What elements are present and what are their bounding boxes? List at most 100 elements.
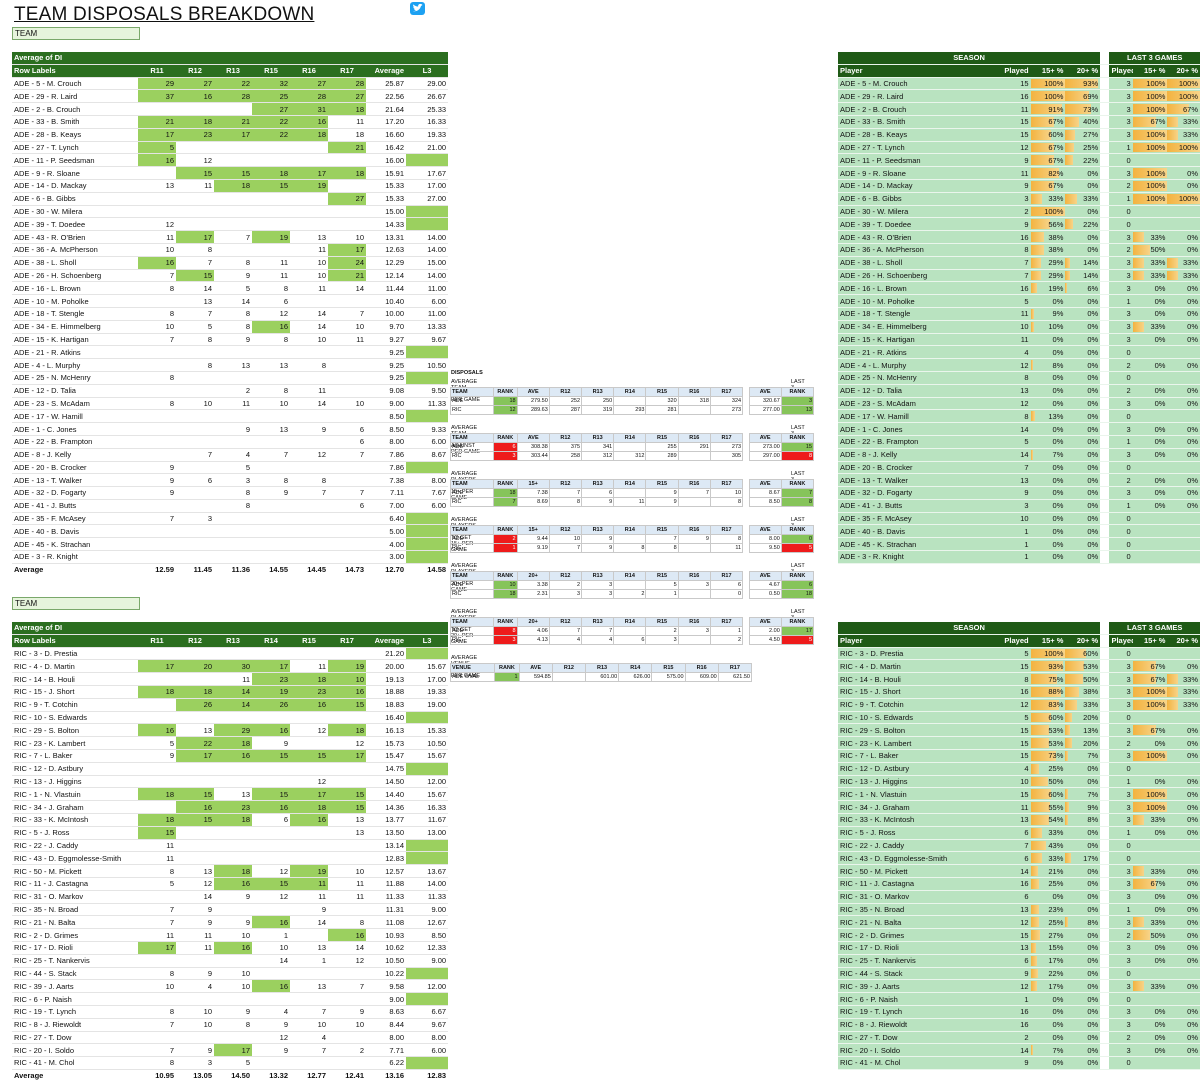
player-name[interactable]: ADE - 8 - J. Kelly xyxy=(12,448,138,462)
player-name[interactable]: ADE - 15 - K. Hartigan xyxy=(12,333,138,347)
player-name[interactable]: ADE - 27 - T. Lynch xyxy=(838,141,985,155)
player-name[interactable]: RIC - 43 - D. Eggmolesse-Smith xyxy=(838,851,985,866)
player-name[interactable]: RIC - 7 - L. Baker xyxy=(838,749,985,763)
player-name[interactable]: ADE - 43 - R. O'Brien xyxy=(838,230,985,244)
player-name[interactable]: ADE - 14 - D. Mackay xyxy=(12,179,138,193)
player-name[interactable]: RIC - 21 - N. Balta xyxy=(12,915,138,930)
player-name[interactable]: ADE - 9 - R. Sloane xyxy=(838,166,985,180)
player-name[interactable]: RIC - 14 - B. Houli xyxy=(838,672,985,686)
player-name[interactable]: ADE - 27 - T. Lynch xyxy=(12,141,138,155)
player-name[interactable]: RIC - 25 - T. Nankervis xyxy=(12,954,138,968)
player-name[interactable]: ADE - 5 - M. Crouch xyxy=(838,77,985,91)
player-name[interactable]: RIC - 9 - T. Cotchin xyxy=(838,698,985,712)
player-name[interactable]: RIC - 13 - J. Higgins xyxy=(838,775,985,789)
player-name[interactable]: ADE - 43 - R. O'Brien xyxy=(12,230,138,244)
player-name[interactable]: ADE - 16 - L. Brown xyxy=(12,281,138,296)
player-name[interactable]: ADE - 45 - K. Strachan xyxy=(838,537,985,552)
player-name[interactable]: ADE - 40 - B. Davis xyxy=(12,524,138,539)
player-name[interactable]: ADE - 17 - W. Hamill xyxy=(838,409,985,424)
player-name[interactable]: RIC - 39 - J. Aarts xyxy=(838,979,985,994)
player-name[interactable]: ADE - 30 - W. Milera xyxy=(12,205,138,219)
player-name[interactable]: RIC - 44 - S. Stack xyxy=(838,967,985,981)
player-name[interactable]: RIC - 33 - K. McIntosh xyxy=(838,813,985,827)
player-name[interactable]: RIC - 21 - N. Balta xyxy=(838,915,985,930)
player-name[interactable]: RIC - 5 - J. Ross xyxy=(838,826,985,840)
player-name[interactable]: RIC - 23 - K. Lambert xyxy=(838,736,985,750)
player-name[interactable]: ADE - 32 - D. Fogarty xyxy=(12,486,138,500)
player-name[interactable]: ADE - 17 - W. Hamill xyxy=(12,409,138,424)
player-name[interactable]: RIC - 1 - N. Vlastuin xyxy=(838,787,985,802)
player-name[interactable]: RIC - 4 - D. Martin xyxy=(838,659,985,674)
row-labels-filter[interactable]: Row Labels xyxy=(12,64,138,78)
player-name[interactable]: ADE - 3 - R. Knight xyxy=(838,550,985,564)
player-name[interactable]: ADE - 25 - N. McHenry xyxy=(838,371,985,385)
player-name[interactable]: RIC - 20 - I. Soldo xyxy=(838,1043,985,1058)
player-name[interactable]: ADE - 28 - B. Keays xyxy=(838,128,985,142)
player-name[interactable]: ADE - 12 - D. Talia xyxy=(838,384,985,398)
player-name[interactable]: ADE - 26 - H. Schoenberg xyxy=(12,269,138,283)
player-name[interactable]: RIC - 44 - S. Stack xyxy=(12,967,138,981)
player-name[interactable]: RIC - 5 - J. Ross xyxy=(12,826,138,840)
player-name[interactable]: ADE - 1 - C. Jones xyxy=(12,422,138,436)
player-name[interactable]: ADE - 25 - N. McHenry xyxy=(12,371,138,385)
player-name[interactable]: ADE - 29 - R. Laird xyxy=(838,89,985,104)
player-name[interactable]: RIC - 11 - J. Castagna xyxy=(838,877,985,891)
player-name[interactable]: RIC - 31 - O. Markov xyxy=(838,890,985,904)
player-name[interactable]: ADE - 12 - D. Talia xyxy=(12,384,138,398)
player-name[interactable]: ADE - 33 - B. Smith xyxy=(838,115,985,129)
player-name[interactable]: RIC - 35 - N. Broad xyxy=(838,903,985,917)
player-name[interactable]: ADE - 39 - T. Doedee xyxy=(12,217,138,232)
player-name[interactable]: RIC - 50 - M. Pickett xyxy=(838,864,985,878)
player-name[interactable]: ADE - 13 - T. Walker xyxy=(838,473,985,488)
player-name[interactable]: RIC - 15 - J. Short xyxy=(12,685,138,699)
player-name[interactable]: ADE - 8 - J. Kelly xyxy=(838,448,985,462)
player-name[interactable]: RIC - 25 - T. Nankervis xyxy=(838,954,985,968)
player-name[interactable]: RIC - 3 - D. Prestia xyxy=(12,647,138,661)
player-name[interactable]: ADE - 4 - L. Murphy xyxy=(838,358,985,372)
player-name[interactable]: ADE - 2 - B. Crouch xyxy=(12,102,138,116)
player-name[interactable]: RIC - 14 - B. Houli xyxy=(12,672,138,686)
player-name[interactable]: ADE - 30 - W. Milera xyxy=(838,205,985,219)
player-name[interactable]: RIC - 12 - D. Astbury xyxy=(12,762,138,776)
player-name[interactable]: ADE - 26 - H. Schoenberg xyxy=(838,269,985,283)
player-name[interactable]: ADE - 23 - S. McAdam xyxy=(838,397,985,411)
player-name[interactable]: RIC - 10 - S. Edwards xyxy=(12,711,138,725)
season-col-header[interactable]: Player xyxy=(838,64,985,78)
player-name[interactable]: ADE - 2 - B. Crouch xyxy=(838,102,985,116)
player-name[interactable]: RIC - 9 - T. Cotchin xyxy=(12,698,138,712)
player-name[interactable]: RIC - 34 - J. Graham xyxy=(838,800,985,814)
player-name[interactable]: ADE - 33 - B. Smith xyxy=(12,115,138,129)
player-name[interactable]: ADE - 1 - C. Jones xyxy=(838,422,985,436)
player-name[interactable]: RIC - 8 - J. Riewoldt xyxy=(12,1018,138,1032)
player-name[interactable]: ADE - 35 - F. McAsey xyxy=(12,512,138,526)
player-name[interactable]: RIC - 43 - D. Eggmolesse-Smith xyxy=(12,851,138,866)
player-name[interactable]: ADE - 13 - T. Walker xyxy=(12,473,138,488)
player-name[interactable]: RIC - 39 - J. Aarts xyxy=(12,979,138,994)
player-name[interactable]: ADE - 29 - R. Laird xyxy=(12,89,138,104)
player-name[interactable]: RIC - 2 - D. Grimes xyxy=(12,928,138,942)
player-name[interactable]: RIC - 8 - J. Riewoldt xyxy=(838,1018,985,1032)
player-name[interactable]: RIC - 15 - J. Short xyxy=(838,685,985,699)
player-name[interactable]: ADE - 15 - K. Hartigan xyxy=(838,333,985,347)
team-filter-ade[interactable]: TEAM xyxy=(12,27,140,40)
player-name[interactable]: RIC - 6 - P. Naish xyxy=(12,992,138,1006)
player-name[interactable]: ADE - 18 - T. Stengle xyxy=(12,307,138,321)
player-name[interactable]: ADE - 39 - T. Doedee xyxy=(838,217,985,232)
player-name[interactable]: RIC - 1 - N. Vlastuin xyxy=(12,787,138,802)
player-name[interactable]: ADE - 36 - A. McPherson xyxy=(12,243,138,257)
row-labels-filter[interactable]: Row Labels xyxy=(12,634,138,648)
player-name[interactable]: ADE - 5 - M. Crouch xyxy=(12,77,138,91)
player-name[interactable]: RIC - 10 - S. Edwards xyxy=(838,711,985,725)
player-name[interactable]: RIC - 27 - T. Dow xyxy=(838,1031,985,1045)
player-name[interactable]: ADE - 38 - L. Sholl xyxy=(838,256,985,270)
player-name[interactable]: RIC - 35 - N. Broad xyxy=(12,903,138,917)
player-name[interactable]: RIC - 11 - J. Castagna xyxy=(12,877,138,891)
player-name[interactable]: RIC - 27 - T. Dow xyxy=(12,1031,138,1045)
player-name[interactable]: RIC - 17 - D. Rioli xyxy=(12,941,138,955)
player-name[interactable]: RIC - 22 - J. Caddy xyxy=(838,839,985,853)
player-name[interactable]: RIC - 33 - K. McIntosh xyxy=(12,813,138,827)
player-name[interactable]: ADE - 3 - R. Knight xyxy=(12,550,138,564)
player-name[interactable]: RIC - 29 - S. Bolton xyxy=(838,723,985,738)
player-name[interactable]: ADE - 4 - L. Murphy xyxy=(12,358,138,372)
player-name[interactable]: ADE - 11 - P. Seedsman xyxy=(838,153,985,168)
